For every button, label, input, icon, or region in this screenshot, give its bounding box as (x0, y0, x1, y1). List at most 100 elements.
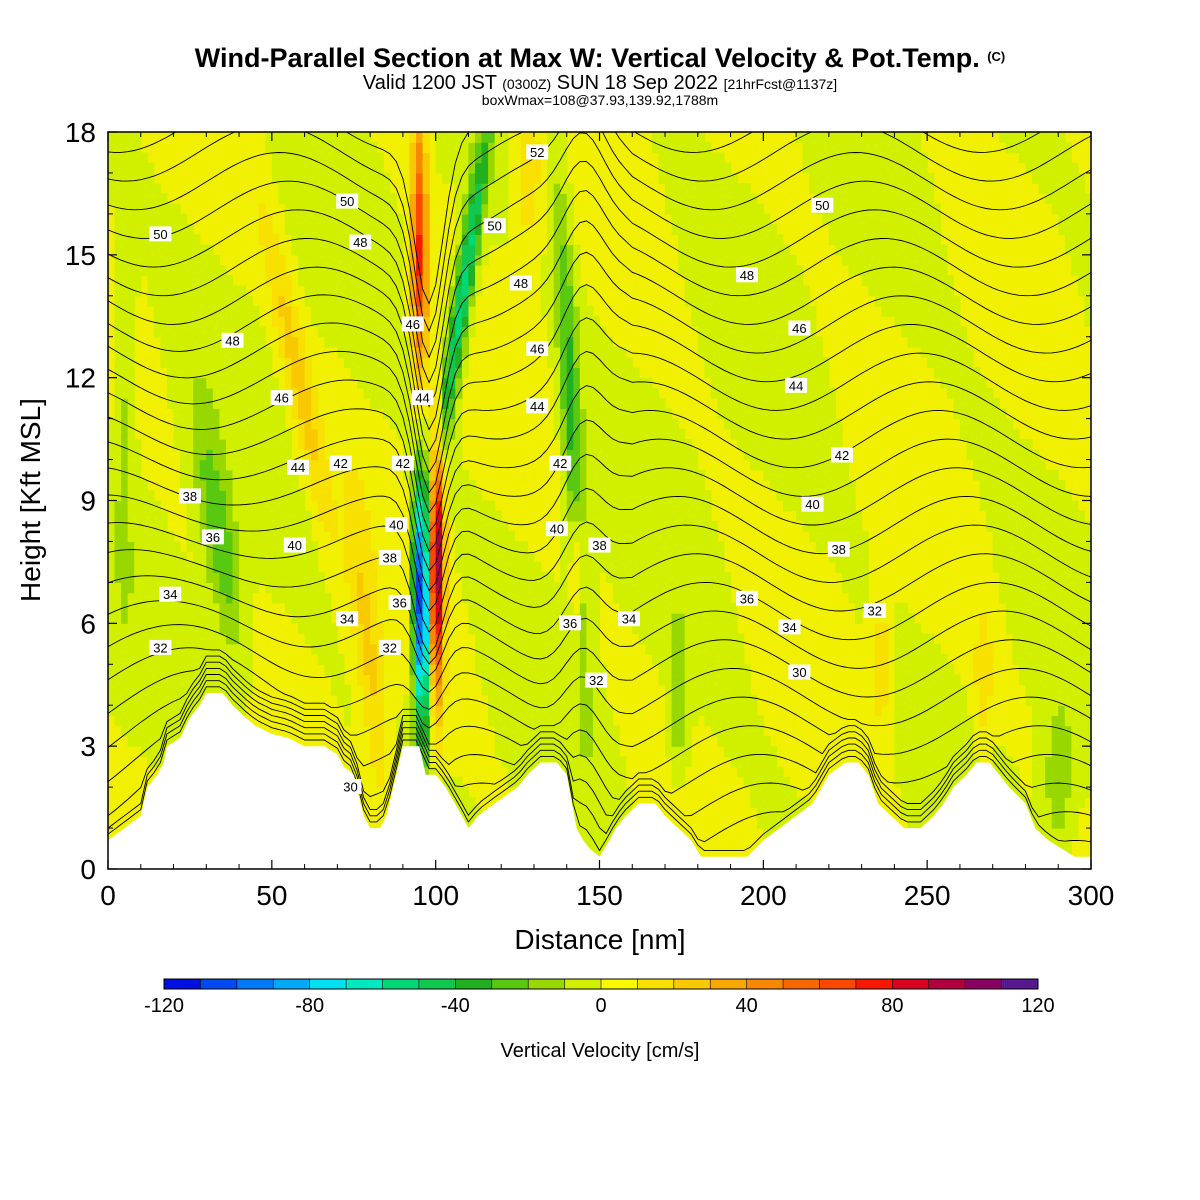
w-cell (337, 285, 345, 297)
w-cell (324, 193, 332, 205)
w-cell (121, 254, 129, 266)
w-cell (828, 531, 837, 543)
w-cell (678, 459, 686, 471)
w-cell (501, 531, 509, 543)
w-cell (416, 694, 424, 706)
w-cell (389, 398, 397, 409)
w-cell (258, 224, 266, 235)
w-cell (678, 705, 686, 717)
w-cell (180, 694, 188, 706)
w-cell (219, 602, 227, 614)
w-cell (232, 428, 240, 440)
w-cell (717, 316, 725, 328)
w-cell (527, 203, 535, 215)
w-cell (271, 428, 279, 440)
w-cell (599, 705, 607, 717)
w-cell (383, 224, 391, 235)
w-cell (579, 295, 587, 307)
w-cell (140, 592, 148, 604)
w-cell (678, 735, 686, 747)
w-cell (180, 664, 188, 676)
w-cell (743, 746, 751, 758)
w-cell (114, 582, 122, 594)
w-cell (317, 459, 325, 471)
w-cell (435, 510, 443, 522)
w-cell (828, 162, 837, 174)
w-cell (586, 817, 594, 829)
w-cell (691, 224, 699, 235)
w-cell (704, 633, 712, 645)
w-cell (166, 551, 175, 563)
w-cell (160, 551, 168, 563)
w-cell (743, 766, 751, 778)
w-cell (704, 674, 712, 686)
w-cell (684, 643, 692, 655)
w-cell (147, 490, 155, 502)
w-cell (252, 367, 260, 379)
w-cell (186, 500, 194, 512)
w-cell (429, 551, 437, 563)
w-cell (606, 408, 614, 420)
w-cell (376, 387, 384, 399)
w-cell (180, 285, 188, 297)
w-cell (448, 490, 456, 502)
w-cell (612, 520, 620, 532)
w-cell (186, 449, 194, 461)
w-cell (193, 643, 201, 655)
w-cell (743, 776, 751, 788)
w-cell (317, 428, 325, 440)
w-cell (625, 439, 633, 450)
w-cell (507, 561, 515, 573)
w-cell (114, 418, 122, 430)
w-cell (363, 265, 371, 276)
w-cell (776, 265, 784, 276)
w-cell (140, 602, 148, 614)
w-cell (350, 142, 358, 154)
w-cell (140, 725, 148, 737)
w-cell (363, 633, 371, 645)
w-cell (153, 316, 162, 328)
w-cell (409, 367, 417, 379)
w-cell (474, 602, 483, 614)
w-cell (710, 152, 719, 164)
w-cell (579, 346, 587, 358)
w-cell (560, 224, 568, 235)
w-cell (239, 643, 247, 655)
w-cell (520, 541, 529, 553)
w-cell (173, 336, 181, 348)
w-cell (894, 623, 902, 635)
w-cell (881, 162, 889, 174)
w-cell (756, 807, 764, 819)
w-cell (737, 183, 745, 195)
w-cell (357, 623, 365, 635)
w-cell (887, 275, 895, 287)
w-cell (606, 572, 614, 583)
w-cell (638, 551, 646, 563)
w-cell (180, 326, 188, 338)
w-cell (599, 797, 607, 809)
w-cell (494, 746, 502, 758)
w-cell (317, 224, 325, 235)
w-cell (651, 572, 660, 583)
w-cell (815, 408, 823, 420)
w-cell (468, 275, 476, 287)
w-cell (540, 275, 548, 287)
w-cell (553, 357, 561, 369)
w-cell (153, 295, 162, 307)
w-cell (691, 572, 699, 583)
w-cell (684, 234, 692, 246)
w-cell (540, 254, 548, 266)
w-cell (199, 633, 207, 645)
w-cell (186, 664, 194, 676)
w-cell (311, 408, 319, 420)
w-cell (422, 561, 430, 573)
w-cell (166, 674, 175, 686)
w-cell (540, 725, 548, 737)
w-cell (769, 316, 778, 328)
w-cell (730, 633, 738, 645)
w-cell (435, 428, 443, 440)
w-cell (704, 664, 712, 676)
w-cell (828, 224, 837, 235)
w-cell (861, 561, 869, 573)
w-cell (298, 254, 306, 266)
